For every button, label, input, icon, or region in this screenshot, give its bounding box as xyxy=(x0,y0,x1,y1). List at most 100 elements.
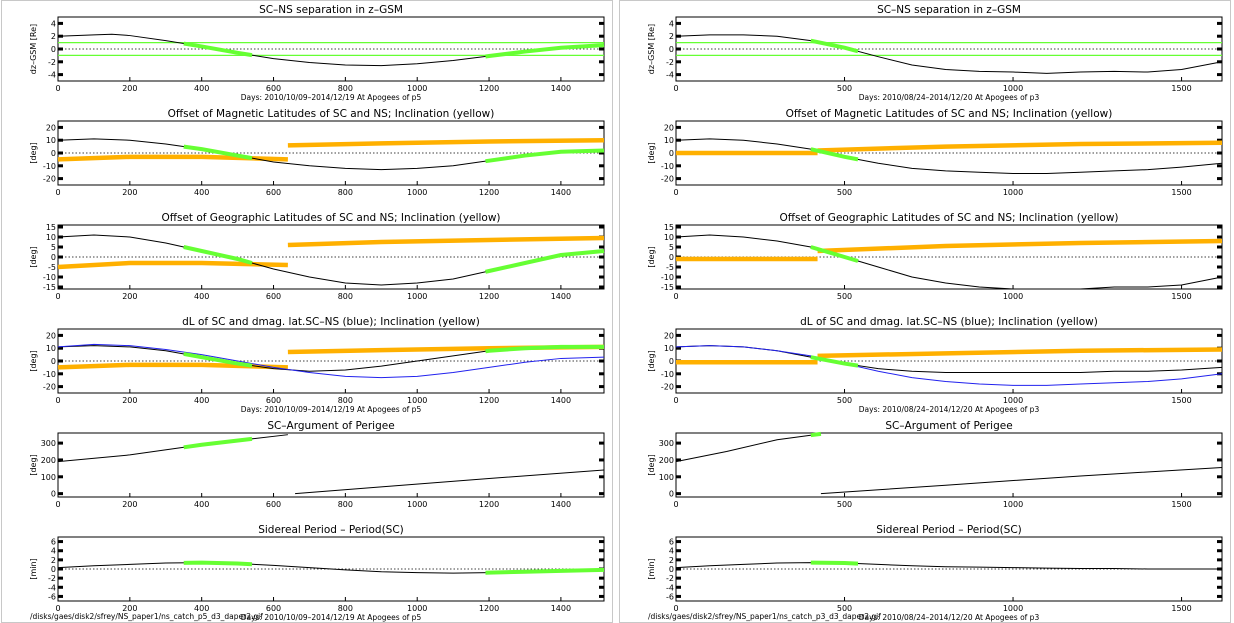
x-tick-label: 1500 xyxy=(1171,396,1191,405)
y-tick-label: 4 xyxy=(51,547,56,556)
x-tick-label: 0 xyxy=(673,292,678,301)
chart-left-2: Offset of Magnetic Latitudes of SC and N… xyxy=(2,107,612,210)
y-axis-label: [deg] xyxy=(647,246,656,267)
x-tick-label: 600 xyxy=(266,604,281,613)
x-axis-caption: Days: 2010/10/09–2014/12/19 At Apogees o… xyxy=(241,613,422,622)
black-series-line xyxy=(295,469,605,495)
chart-right-1: SC–NS separation in z–GSM 4 2 0 -2 -4 dz–GSM [… xyxy=(620,3,1230,106)
chart-right-5: SC–Argument of Perigee 300 200 100 0 [deg] 0 50… xyxy=(620,419,1230,522)
green-highlight-segment xyxy=(485,148,605,164)
footer-path-right: /disks/gaes/disk2/sfrey/NS_paper1/ns_cat… xyxy=(648,612,881,621)
y-tick-label: -10 xyxy=(661,370,674,379)
chart-title: Offset of Magnetic Latitudes of SC and N… xyxy=(786,108,1113,120)
y-tick-label: 4 xyxy=(669,19,674,28)
inclination-band xyxy=(287,137,605,148)
y-axis-label: dz–GSM [Re] xyxy=(647,24,656,74)
x-tick-label: 0 xyxy=(673,604,678,613)
y-tick-label: 200 xyxy=(41,456,56,465)
x-tick-label: 400 xyxy=(194,396,209,405)
y-tick-label: 0 xyxy=(51,357,56,366)
y-tick-label: -6 xyxy=(48,592,56,601)
chart-title: SC–NS separation in z–GSM xyxy=(877,4,1021,16)
green-highlight-segment xyxy=(810,38,859,54)
y-tick-label: 5 xyxy=(51,243,56,252)
inclination-band xyxy=(57,260,288,270)
x-tick-label: 500 xyxy=(837,84,852,93)
x-tick-label: 800 xyxy=(338,500,353,509)
chart-title: Sidereal Period – Period(SC) xyxy=(876,524,1022,536)
x-tick-label: 1000 xyxy=(407,188,427,197)
y-axis-label: [deg] xyxy=(29,454,38,475)
x-tick-label: 200 xyxy=(122,84,137,93)
x-tick-label: 1400 xyxy=(551,292,571,301)
chart-svg: SC–NS separation in z–GSM 4 2 0 -2 -4 dz–GSM [… xyxy=(647,4,1223,102)
x-tick-label: 400 xyxy=(194,604,209,613)
y-tick-label: -5 xyxy=(48,263,56,272)
y-tick-label: -10 xyxy=(661,162,674,171)
x-tick-label: 200 xyxy=(122,500,137,509)
x-axis-caption: Days: 2010/08/24–2014/12/20 At Apogees o… xyxy=(859,613,1040,622)
chart-svg: dL of SC and dmag. lat.SC–NS (blue); Inc… xyxy=(647,316,1223,414)
y-tick-label: -10 xyxy=(43,370,56,379)
x-tick-label: 1200 xyxy=(479,396,499,405)
chart-title: Offset of Geographic Latitudes of SC and… xyxy=(779,212,1118,224)
x-tick-label: 500 xyxy=(837,292,852,301)
y-tick-label: 0 xyxy=(669,149,674,158)
x-tick-label: 0 xyxy=(55,604,60,613)
chart-title: SC–NS separation in z–GSM xyxy=(259,4,403,16)
y-tick-label: 10 xyxy=(664,233,674,242)
chart-title: SC–Argument of Perigee xyxy=(885,420,1012,432)
y-tick-label: 0 xyxy=(669,357,674,366)
y-tick-label: 6 xyxy=(51,538,56,547)
right-figure-panel: /disks/gaes/disk2/sfrey/NS_paper1/ns_cat… xyxy=(619,0,1231,623)
x-tick-label: 600 xyxy=(266,188,281,197)
x-tick-label: 600 xyxy=(266,292,281,301)
y-tick-label: 20 xyxy=(46,331,56,340)
y-axis-label: [deg] xyxy=(29,246,38,267)
y-tick-label: 300 xyxy=(41,439,56,448)
x-tick-label: 1200 xyxy=(479,188,499,197)
x-tick-label: 0 xyxy=(673,84,678,93)
y-tick-label: 0 xyxy=(51,45,56,54)
green-highlight-segment xyxy=(183,41,253,58)
y-tick-label: 10 xyxy=(46,344,56,353)
chart-svg: SC–NS separation in z–GSM 4 2 0 -2 -4 dz–GSM [… xyxy=(29,4,605,102)
y-tick-label: 2 xyxy=(669,556,674,565)
y-tick-label: -2 xyxy=(666,58,674,67)
x-tick-label: 200 xyxy=(122,292,137,301)
chart-svg: dL of SC and dmag. lat.SC–NS (blue); Inc… xyxy=(29,316,605,414)
x-tick-label: 1000 xyxy=(1003,396,1023,405)
y-tick-label: 4 xyxy=(51,19,56,28)
x-tick-label: 500 xyxy=(837,500,852,509)
x-tick-label: 500 xyxy=(837,396,852,405)
green-highlight-segment xyxy=(183,245,253,265)
chart-right-4: dL of SC and dmag. lat.SC–NS (blue); Inc… xyxy=(620,315,1230,418)
green-highlight-segment xyxy=(810,245,859,263)
y-tick-label: -20 xyxy=(661,175,674,184)
x-tick-label: 1000 xyxy=(1003,500,1023,509)
y-tick-label: -5 xyxy=(666,263,674,272)
y-tick-label: 0 xyxy=(51,490,56,499)
y-axis-label: [deg] xyxy=(647,142,656,163)
y-tick-label: 20 xyxy=(46,123,56,132)
x-tick-label: 0 xyxy=(55,188,60,197)
x-tick-label: 0 xyxy=(55,84,60,93)
green-highlight-segment xyxy=(810,560,859,566)
y-tick-label: -10 xyxy=(43,162,56,171)
x-tick-label: 800 xyxy=(338,604,353,613)
y-tick-label: 2 xyxy=(669,32,674,41)
y-tick-label: 0 xyxy=(669,490,674,499)
x-tick-label: 1200 xyxy=(479,84,499,93)
green-highlight-segment xyxy=(183,436,253,450)
x-tick-label: 1000 xyxy=(407,500,427,509)
x-tick-label: 1200 xyxy=(479,604,499,613)
y-tick-label: 10 xyxy=(46,233,56,242)
black-series-line xyxy=(675,34,1223,74)
chart-title: Offset of Magnetic Latitudes of SC and N… xyxy=(168,108,495,120)
black-series-line xyxy=(675,138,1223,174)
y-tick-label: 2 xyxy=(51,32,56,41)
x-tick-label: 600 xyxy=(266,500,281,509)
y-axis-label: [deg] xyxy=(647,454,656,475)
chart-title: dL of SC and dmag. lat.SC–NS (blue); Inc… xyxy=(182,316,480,328)
green-highlight-segment xyxy=(183,351,253,368)
